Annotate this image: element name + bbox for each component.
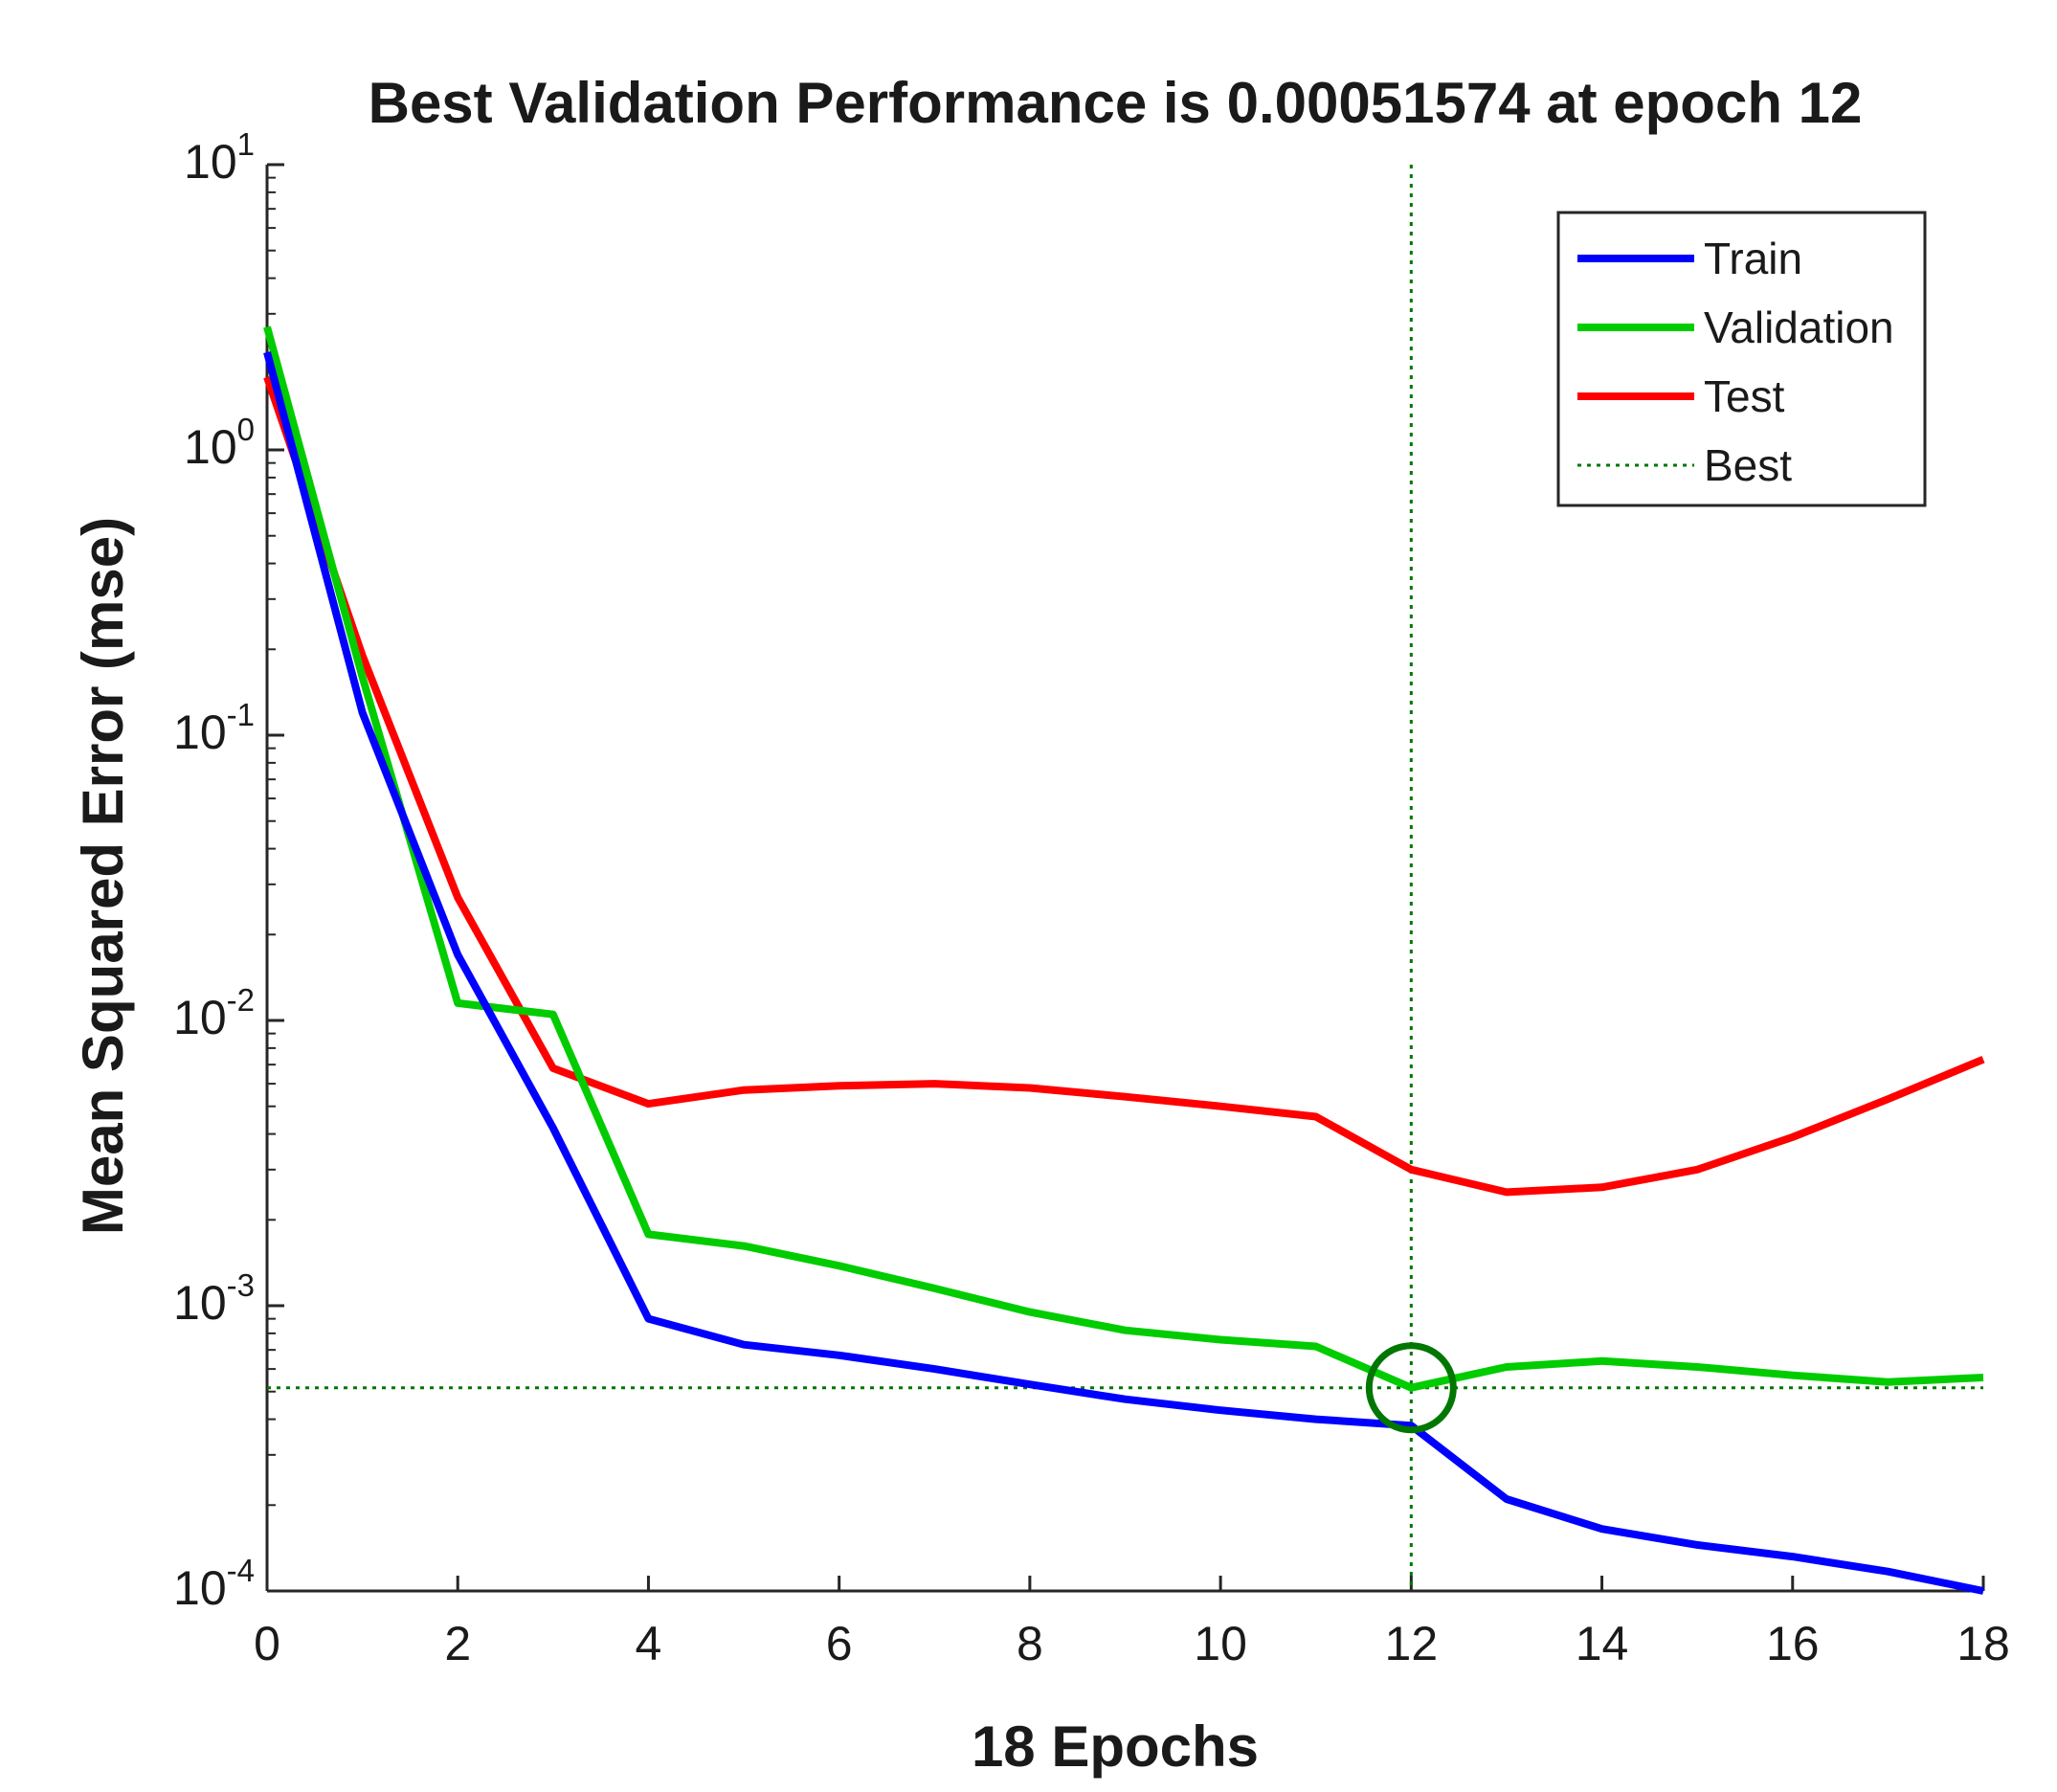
x-tick-label: 4 [636, 1617, 662, 1670]
x-tick-label: 0 [254, 1617, 280, 1670]
legend-label-test: Test [1704, 371, 1785, 421]
series-line-test [263, 375, 1985, 1197]
x-tick-label: 16 [1766, 1617, 1820, 1670]
legend-label-train: Train [1704, 234, 1802, 283]
x-axis-label: 18 Epochs [972, 1714, 1259, 1779]
y-tick-label: 10-3 [173, 1267, 255, 1330]
legend: Train Validation Test Best [1556, 211, 1927, 507]
chart-title: Best Validation Performance is 0.0005157… [369, 71, 1863, 135]
x-tick-label: 14 [1576, 1617, 1629, 1670]
best-point-circle [1365, 1342, 1457, 1434]
y-tick-label: 101 [184, 126, 255, 189]
series-line-train [263, 350, 1984, 1595]
y-tick-label: 10-4 [173, 1553, 255, 1615]
y-axis-label: Mean Squared Error (mse) [71, 517, 135, 1235]
y-tick-label: 100 [184, 412, 255, 474]
y-tick-label: 10-1 [173, 697, 255, 759]
x-tick-label: 10 [1194, 1617, 1247, 1670]
x-tick-label: 12 [1385, 1617, 1439, 1670]
x-tick-label: 2 [444, 1617, 471, 1670]
x-tick-label: 6 [826, 1617, 853, 1670]
series-line-validation [263, 325, 1984, 1392]
x-tick-label: 8 [1017, 1617, 1043, 1670]
x-tick-label: 18 [1956, 1617, 2010, 1670]
legend-label-best: Best [1704, 440, 1792, 490]
y-tick-label: 10-2 [173, 982, 255, 1044]
legend-label-validation: Validation [1704, 302, 1894, 352]
